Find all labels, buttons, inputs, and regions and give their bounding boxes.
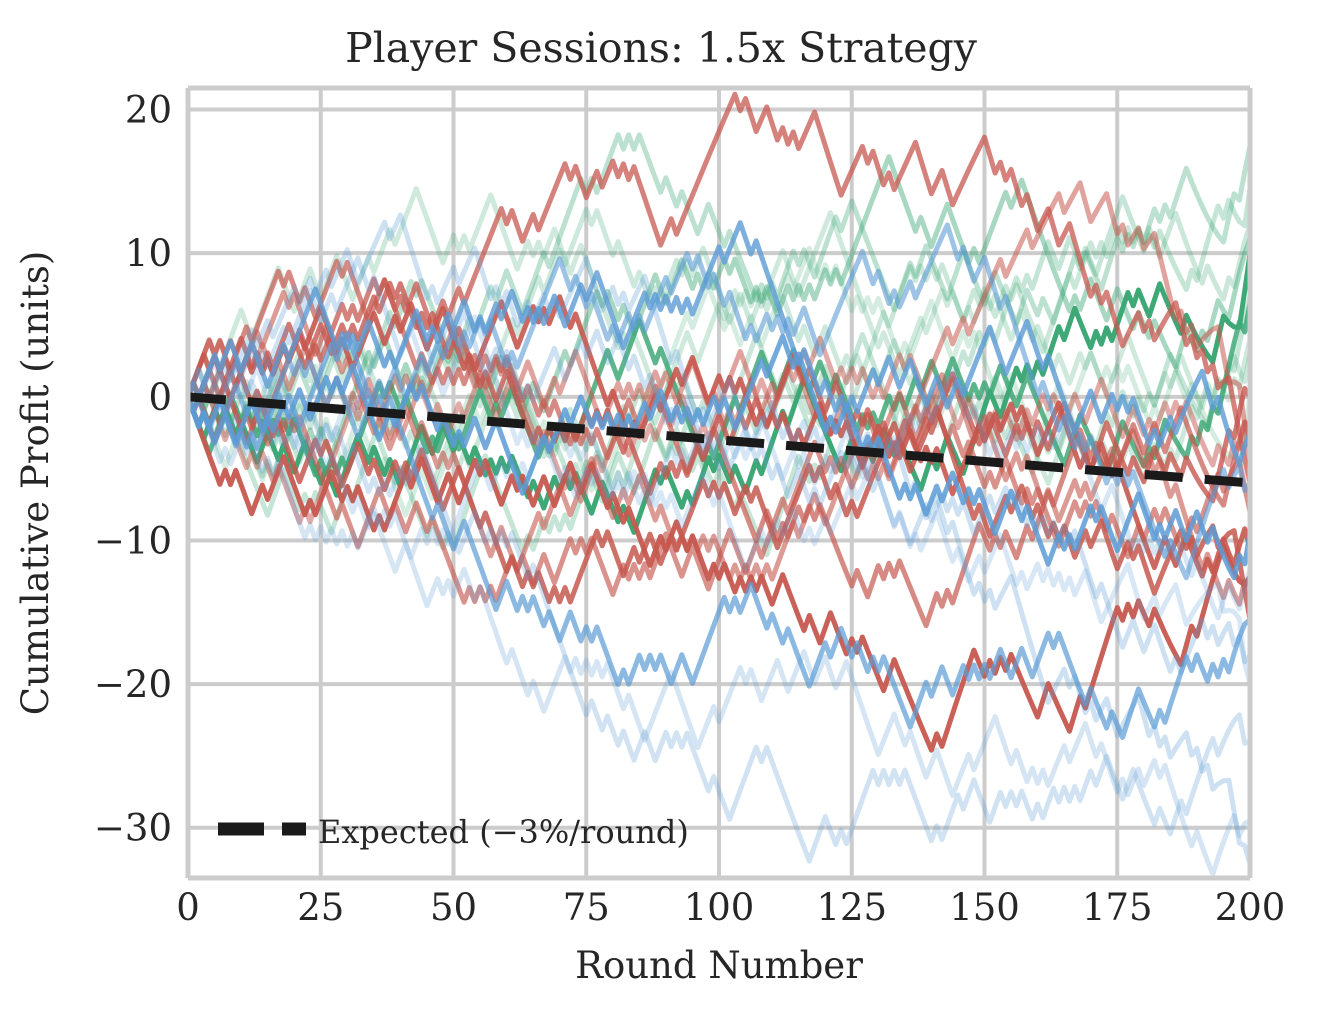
session-line (185, 154, 1253, 459)
x-tick-label: 0 (176, 886, 200, 929)
x-tick-label: 25 (297, 886, 344, 929)
x-tick-label: 175 (1082, 886, 1153, 929)
y-axis-tick-labels: 20 10 0 −10 −20 −30 (94, 89, 172, 850)
session-line (185, 366, 1253, 621)
session-line (185, 314, 1253, 687)
session-line (185, 330, 1253, 740)
y-tick-label: 0 (148, 376, 172, 419)
x-axis-label: Round Number (575, 944, 863, 987)
session-line (185, 289, 1253, 607)
y-tick-label: −20 (94, 663, 172, 706)
session-line (185, 367, 1253, 605)
session-line (185, 212, 1253, 867)
x-tick-label: 150 (949, 886, 1020, 929)
y-tick-label: −10 (94, 519, 172, 562)
y-tick-label: 10 (125, 232, 172, 275)
x-tick-label: 125 (816, 886, 887, 929)
session-line (185, 381, 1253, 877)
session-line (185, 394, 1253, 753)
session-line (185, 222, 1253, 581)
session-line (185, 250, 1253, 535)
session-line (185, 333, 1253, 581)
session-line (185, 186, 1253, 414)
chart-legend[interactable]: Expected (−3%/round) (218, 813, 689, 851)
x-axis-tick-labels: 0 25 50 75 100 125 150 175 200 (176, 886, 1285, 929)
plot-spines (185, 85, 1253, 881)
session-line (185, 132, 1253, 439)
y-tick-label: −30 (94, 807, 172, 850)
x-tick-label: 200 (1215, 886, 1286, 929)
legend-entry-label: Expected (−3%/round) (318, 813, 689, 851)
y-axis-label: Cumulative Profit (units) (14, 251, 57, 716)
chart-title: Player Sessions: 1.5x Strategy (345, 24, 978, 72)
session-line (185, 220, 1253, 468)
x-tick-label: 75 (563, 886, 610, 929)
session-line (185, 360, 1253, 864)
session-line (185, 354, 1253, 622)
session-line (185, 91, 1253, 486)
x-tick-label: 50 (430, 886, 477, 929)
x-tick-label: 100 (684, 886, 755, 929)
y-tick-label: 20 (125, 89, 172, 132)
session-lines (185, 91, 1253, 877)
session-line (185, 255, 1253, 675)
